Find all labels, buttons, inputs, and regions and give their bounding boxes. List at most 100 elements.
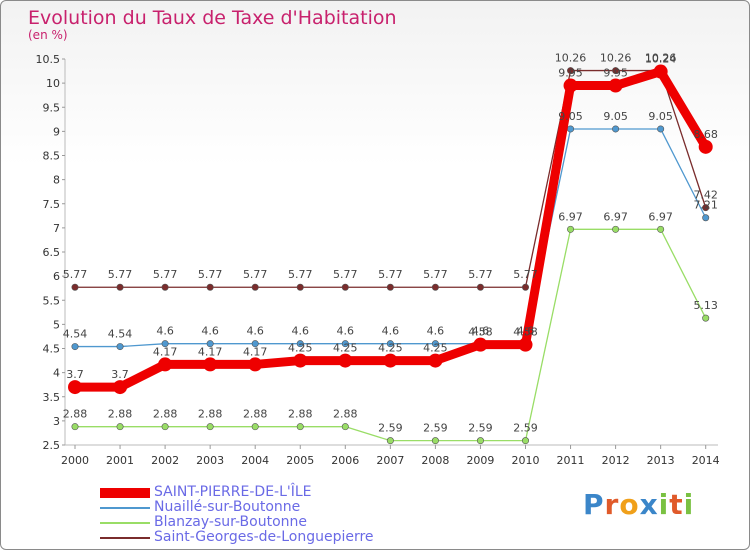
x-tick-label: 2001	[106, 454, 134, 467]
data-label: 4.17	[243, 345, 268, 358]
y-tick-label: 6.5	[43, 246, 61, 259]
data-label: 3.7	[111, 368, 129, 381]
legend-swatch	[100, 537, 150, 539]
data-label: 9.05	[603, 110, 628, 123]
data-point	[206, 283, 214, 291]
data-point	[567, 225, 575, 233]
y-tick-label: 7.5	[43, 198, 61, 211]
data-label: 5.77	[243, 268, 268, 281]
data-point	[161, 340, 169, 348]
data-label: 7.21	[693, 199, 718, 212]
data-point	[203, 357, 218, 372]
data-label: 9.95	[603, 67, 628, 80]
y-tick-label: 2.5	[43, 439, 61, 452]
data-point	[338, 353, 353, 368]
data-label: 10.26	[555, 52, 587, 65]
data-label: 4.25	[333, 342, 358, 355]
data-label: 3.7	[66, 368, 84, 381]
data-label: 4.58	[513, 326, 538, 339]
data-label: 9.05	[648, 110, 673, 123]
data-label: 2.88	[63, 408, 88, 421]
y-tick-label: 4.5	[43, 343, 61, 356]
x-tick-label: 2004	[241, 454, 269, 467]
data-label: 2.59	[423, 422, 448, 435]
data-point	[296, 283, 304, 291]
data-point	[653, 64, 668, 79]
data-point	[612, 125, 620, 133]
logo-letter: P	[583, 488, 605, 521]
data-point	[431, 437, 439, 445]
data-point	[251, 340, 259, 348]
data-point	[608, 78, 623, 93]
data-point	[521, 283, 529, 291]
data-point	[428, 353, 443, 368]
data-point	[113, 380, 128, 395]
y-tick-label: 5	[53, 318, 60, 331]
data-point	[563, 78, 578, 93]
logo-letter: r	[604, 488, 620, 521]
x-tick-label: 2011	[557, 454, 585, 467]
data-label: 7.42	[693, 189, 718, 202]
data-point	[116, 423, 124, 431]
data-point	[386, 283, 394, 291]
data-label: 5.77	[333, 268, 358, 281]
data-label: 2.59	[468, 422, 493, 435]
data-point	[386, 437, 394, 445]
legend-label: Nuaillé-sur-Boutonne	[154, 499, 301, 515]
data-point	[161, 283, 169, 291]
data-point	[251, 283, 259, 291]
y-tick-label: 7	[53, 222, 60, 235]
x-tick-label: 2002	[151, 454, 179, 467]
data-label: 4.6	[201, 325, 219, 338]
data-point	[383, 353, 398, 368]
data-label: 5.77	[468, 268, 493, 281]
data-point	[296, 423, 304, 431]
data-label: 2.88	[288, 408, 313, 421]
data-point	[431, 283, 439, 291]
data-label: 4.6	[337, 325, 355, 338]
data-label: 5.77	[63, 268, 88, 281]
x-tick-label: 2003	[196, 454, 224, 467]
legend-swatch	[100, 488, 150, 498]
data-point	[698, 139, 713, 154]
data-point	[612, 67, 620, 75]
data-point	[702, 204, 710, 212]
data-label: 2.88	[198, 408, 223, 421]
data-label: 2.59	[378, 422, 403, 435]
data-label: 4.17	[198, 345, 223, 358]
data-point	[518, 337, 533, 352]
data-label: 5.77	[423, 268, 448, 281]
data-point	[161, 423, 169, 431]
data-point	[248, 357, 263, 372]
data-point	[657, 225, 665, 233]
data-label: 10.24	[645, 53, 677, 66]
data-point	[473, 337, 488, 352]
logo-letter: i	[683, 488, 695, 521]
data-label: 5.77	[288, 268, 313, 281]
x-tick-label: 2007	[376, 454, 404, 467]
logo-letter: o	[619, 488, 640, 521]
x-tick-label: 2008	[421, 454, 449, 467]
data-point	[206, 340, 214, 348]
data-point	[71, 423, 79, 431]
data-point	[341, 340, 349, 348]
data-label: 2.88	[153, 408, 178, 421]
data-label: 4.6	[427, 325, 445, 338]
logo-letter: i	[658, 488, 670, 521]
data-label: 4.17	[153, 345, 178, 358]
y-tick-label: 3	[53, 415, 60, 428]
y-tick-label: 6	[53, 270, 60, 283]
data-label: 4.25	[423, 342, 448, 355]
data-label: 4.6	[292, 325, 310, 338]
data-point	[341, 423, 349, 431]
data-label: 4.54	[108, 328, 133, 341]
data-label: 5.13	[693, 299, 718, 312]
series-line	[74, 69, 707, 288]
logo-letter: x	[639, 488, 659, 521]
data-point	[116, 343, 124, 351]
data-point	[567, 125, 575, 133]
data-label: 5.77	[378, 268, 403, 281]
data-point	[431, 340, 439, 348]
